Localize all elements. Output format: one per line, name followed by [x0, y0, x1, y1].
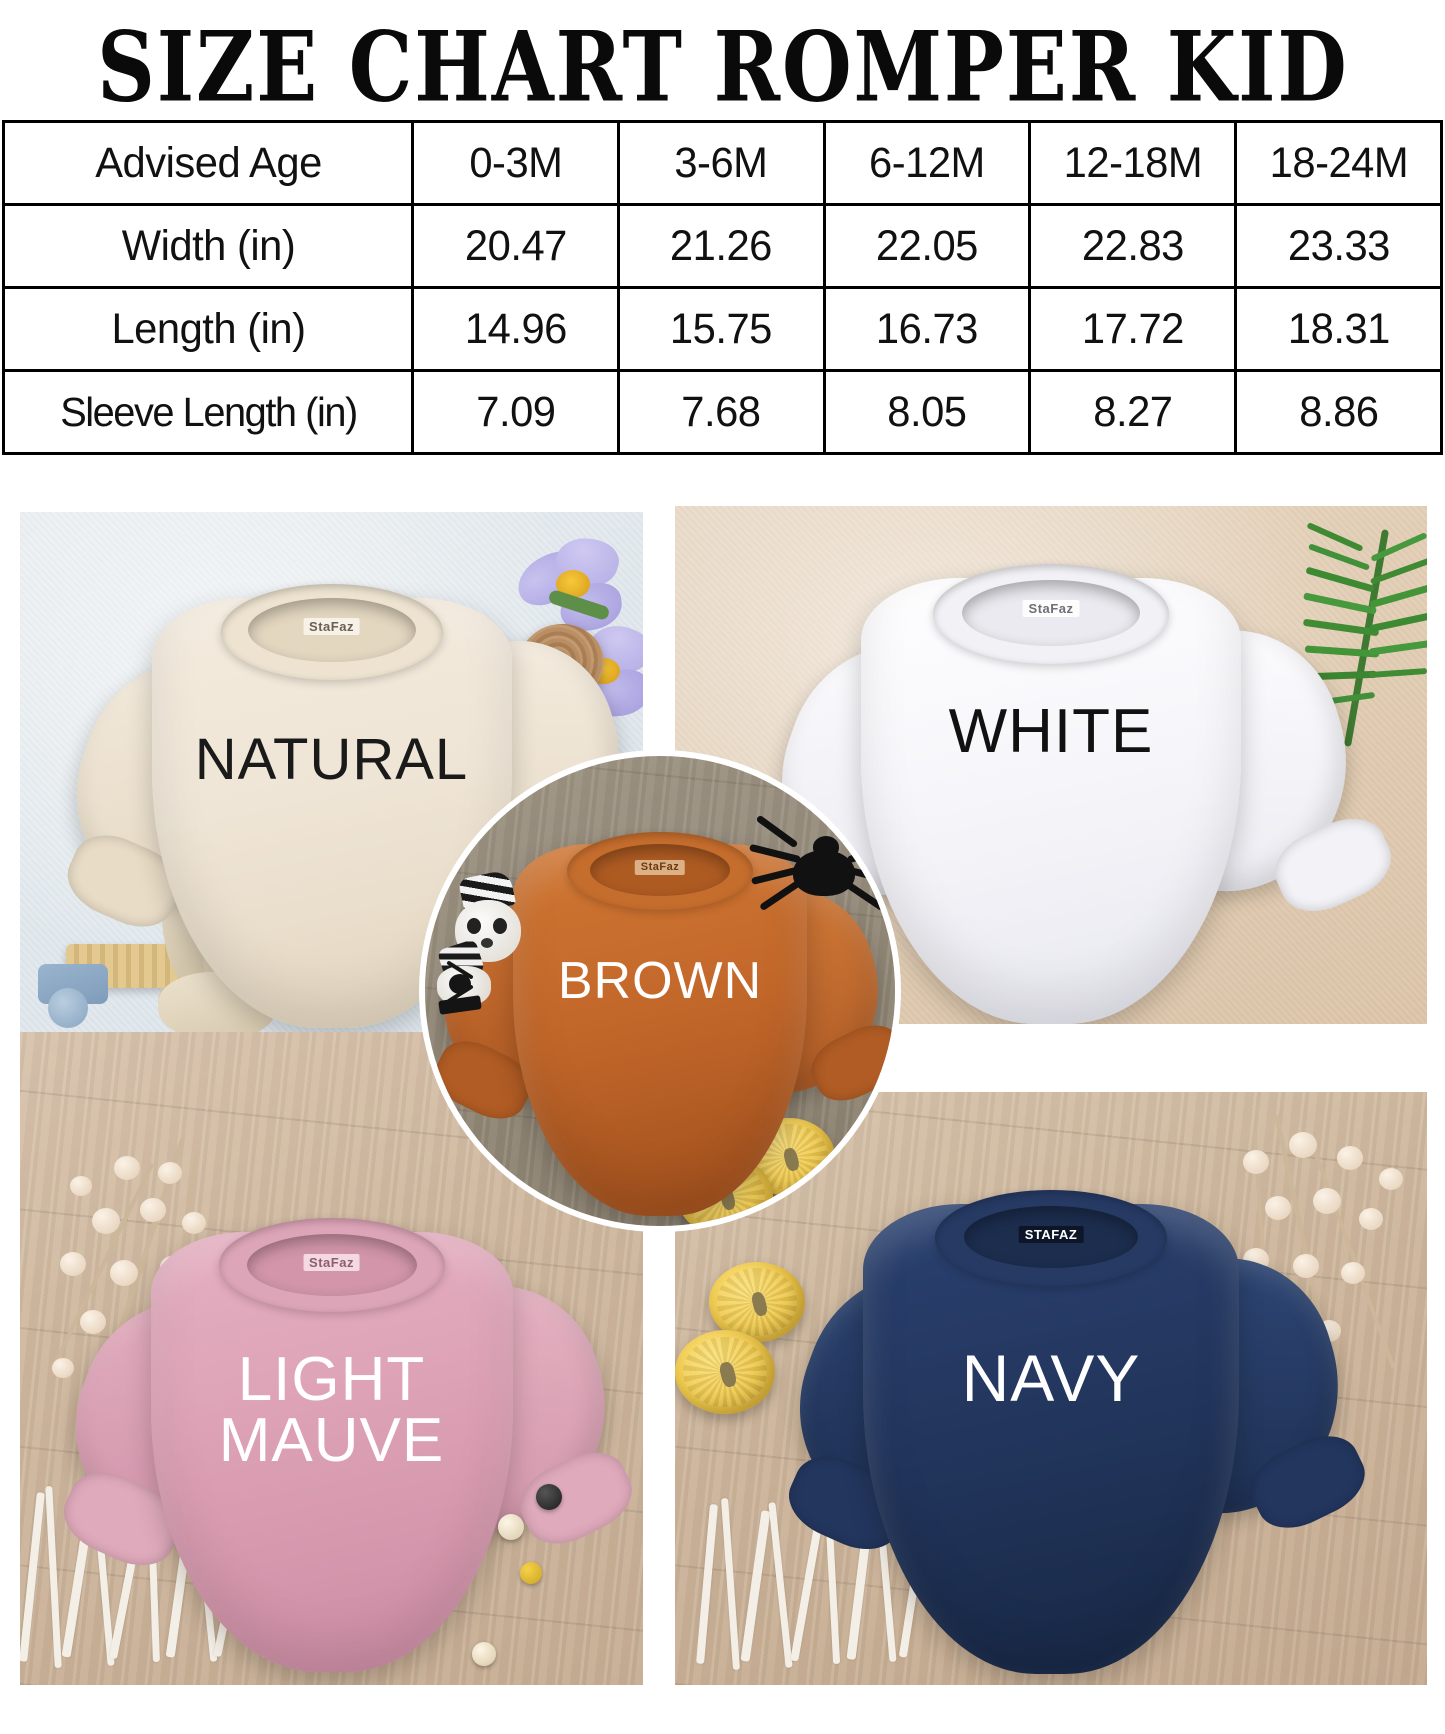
brand-label-navy: STAFAZ: [1018, 1226, 1084, 1243]
product-gallery: StaFaz NATURAL: [0, 498, 1445, 1698]
brand-label-mauve: StaFaz: [303, 1254, 360, 1271]
color-label-brown: BROWN: [557, 952, 763, 1010]
row-header-length: Length (in): [8, 286, 408, 372]
spider-decoration-prop: [747, 810, 895, 930]
color-label-natural: NATURAL: [194, 727, 469, 792]
romper-garment-brown: StaFaz: [425, 756, 895, 1226]
color-label-white: WHITE: [948, 697, 1154, 766]
page-title: SIZE CHART ROMPER KID: [96, 10, 1349, 124]
table-row: Length (in) 14.96 15.75 16.73 17.72 18.3…: [4, 286, 1442, 372]
cell-sleeve-0-3m: 7.09: [414, 369, 617, 455]
brand-label-brown: StaFaz: [634, 860, 686, 875]
cell-sleeve-3-6m: 7.68: [619, 369, 823, 455]
row-header-sleeve-length: Sleeve Length (in): [8, 369, 408, 455]
cell-age-3-6m: 3-6M: [619, 120, 823, 206]
cell-length-3-6m: 15.75: [619, 286, 823, 372]
romper-garment-navy: STAFAZ: [675, 1092, 1427, 1685]
cell-width-18-24m: 23.33: [1237, 203, 1440, 289]
size-chart-container: Advised Age 0-3M 3-6M 6-12M 12-18M 18-24…: [0, 120, 1445, 455]
row-header-advised-age: Advised Age: [8, 120, 408, 206]
cell-sleeve-6-12m: 8.05: [825, 369, 1029, 455]
table-row: Advised Age 0-3M 3-6M 6-12M 12-18M 18-24…: [4, 120, 1442, 206]
brand-label-white: StaFaz: [1022, 600, 1080, 617]
cell-width-12-18m: 22.83: [1031, 203, 1235, 289]
color-label-navy: NAVY: [961, 1341, 1141, 1415]
cell-age-6-12m: 6-12M: [825, 120, 1029, 206]
cell-width-3-6m: 21.26: [619, 203, 823, 289]
product-photo-natural: StaFaz NATURAL: [20, 512, 643, 1032]
product-photo-white: StaFaz WHITE: [675, 506, 1427, 1024]
cell-width-0-3m: 20.47: [414, 203, 617, 289]
snap-button-shell: [472, 1642, 496, 1666]
pumpkin-prop: [709, 1262, 805, 1342]
color-label-light-mauve: LIGHT MAUVE: [218, 1345, 445, 1475]
size-chart-table: Advised Age 0-3M 3-6M 6-12M 12-18M 18-24…: [2, 120, 1443, 455]
skeleton-plush-toy-prop: [433, 868, 563, 1015]
page-header: SIZE CHART ROMPER KID: [0, 0, 1445, 124]
cell-width-6-12m: 22.05: [825, 203, 1029, 289]
snap-button-dark: [536, 1484, 562, 1510]
cell-length-12-18m: 17.72: [1031, 286, 1235, 372]
cell-age-18-24m: 18-24M: [1237, 120, 1440, 206]
romper-garment-white: StaFaz: [675, 506, 1427, 1024]
cell-sleeve-18-24m: 8.86: [1237, 369, 1440, 455]
pumpkin-prop: [675, 1330, 775, 1414]
cell-length-0-3m: 14.96: [414, 286, 617, 372]
product-photo-brown: StaFaz BROWN: [425, 756, 895, 1226]
table-row: Width (in) 20.47 21.26 22.05 22.83 23.33: [4, 203, 1442, 289]
cell-length-18-24m: 18.31: [1237, 286, 1440, 372]
snap-button-shell: [498, 1514, 524, 1540]
cell-age-0-3m: 0-3M: [414, 120, 617, 206]
brand-label-natural: StaFaz: [303, 618, 360, 635]
cell-sleeve-12-18m: 8.27: [1031, 369, 1235, 455]
row-header-width: Width (in): [8, 203, 408, 289]
romper-garment-light-mauve: StaFaz: [20, 1032, 643, 1685]
cell-length-6-12m: 16.73: [825, 286, 1029, 372]
table-row: Sleeve Length (in) 7.09 7.68 8.05 8.27 8…: [4, 369, 1442, 455]
cell-age-12-18m: 12-18M: [1031, 120, 1235, 206]
snap-button-yellow: [520, 1562, 542, 1584]
